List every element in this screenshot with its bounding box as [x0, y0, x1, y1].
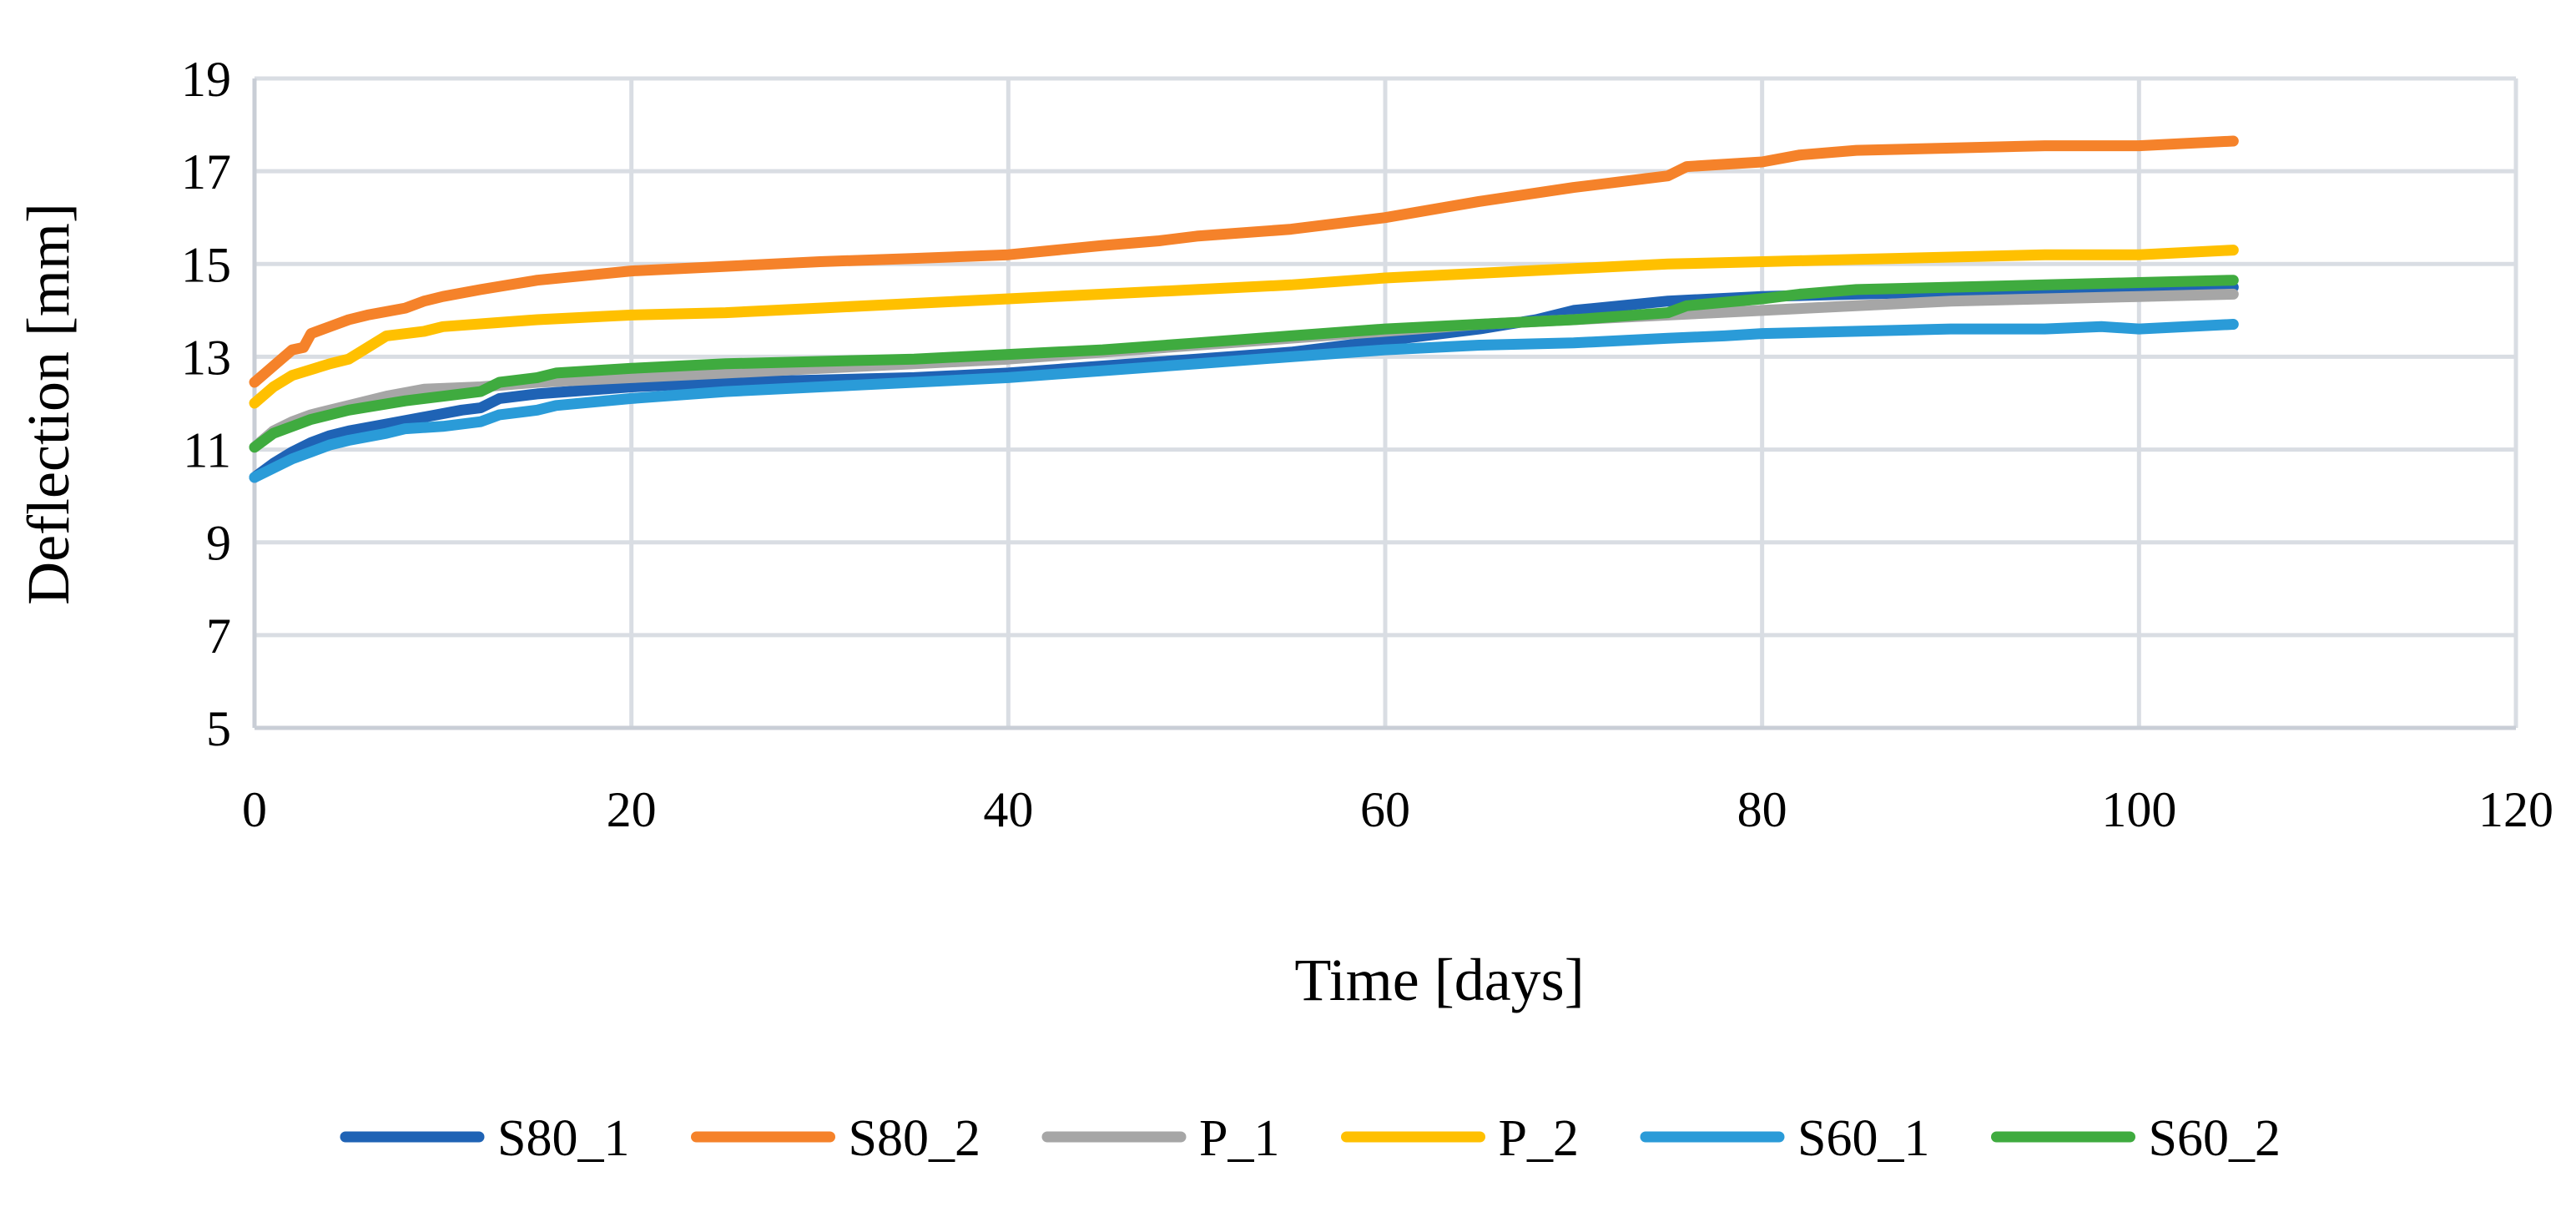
legend-item: S60_2 — [1991, 1110, 2281, 1167]
y-tick-label: 13 — [181, 330, 231, 385]
legend-label: S80_1 — [497, 1110, 629, 1167]
x-tick-label: 20 — [607, 782, 657, 837]
y-axis-title: Deflection [mm] — [15, 203, 82, 605]
chart-series — [249, 135, 2239, 483]
y-tick-label: 7 — [206, 609, 231, 664]
series-line-s60-1 — [249, 319, 2239, 483]
x-tick-label: 40 — [983, 782, 1033, 837]
x-tick-label: 60 — [1360, 782, 1410, 837]
series-line-p-2 — [249, 245, 2239, 409]
x-tick-label: 80 — [1737, 782, 1787, 837]
x-tick-label: 100 — [2101, 782, 2176, 837]
legend-item: P_1 — [1041, 1110, 1279, 1167]
y-tick-label: 11 — [183, 423, 231, 478]
y-tick-label: 9 — [206, 516, 231, 571]
y-tick-label: 15 — [181, 237, 231, 292]
x-axis-title: Time [days] — [1294, 947, 1584, 1013]
legend-label: S60_2 — [2149, 1110, 2281, 1167]
x-tick-label: 0 — [242, 782, 267, 837]
legend-label: P_2 — [1499, 1110, 1579, 1167]
series-line-s60-2 — [249, 275, 2239, 453]
y-tick-label: 19 — [181, 52, 231, 107]
y-tick-label: 17 — [181, 144, 231, 199]
y-tick-label: 5 — [206, 701, 231, 756]
legend-item: P_2 — [1341, 1110, 1579, 1167]
x-tick-label: 120 — [2478, 782, 2553, 837]
chart-legend: S80_1 S80_2 P_1 P_2 S60_1 S60_2 — [340, 1110, 2281, 1167]
legend-item: S60_1 — [1640, 1110, 1929, 1167]
legend-label: S80_2 — [849, 1110, 980, 1167]
legend-item: S80_2 — [691, 1110, 980, 1167]
legend-item: S80_1 — [340, 1110, 629, 1167]
chart-gridlines — [255, 76, 2518, 728]
legend-label: P_1 — [1199, 1110, 1279, 1167]
chart-tick-labels: 5 7 9 11 13 15 17 19 0 20 40 60 80 100 120 — [181, 52, 2553, 837]
series-line-s80-2 — [249, 135, 2239, 388]
legend-label: S60_1 — [1797, 1110, 1929, 1167]
